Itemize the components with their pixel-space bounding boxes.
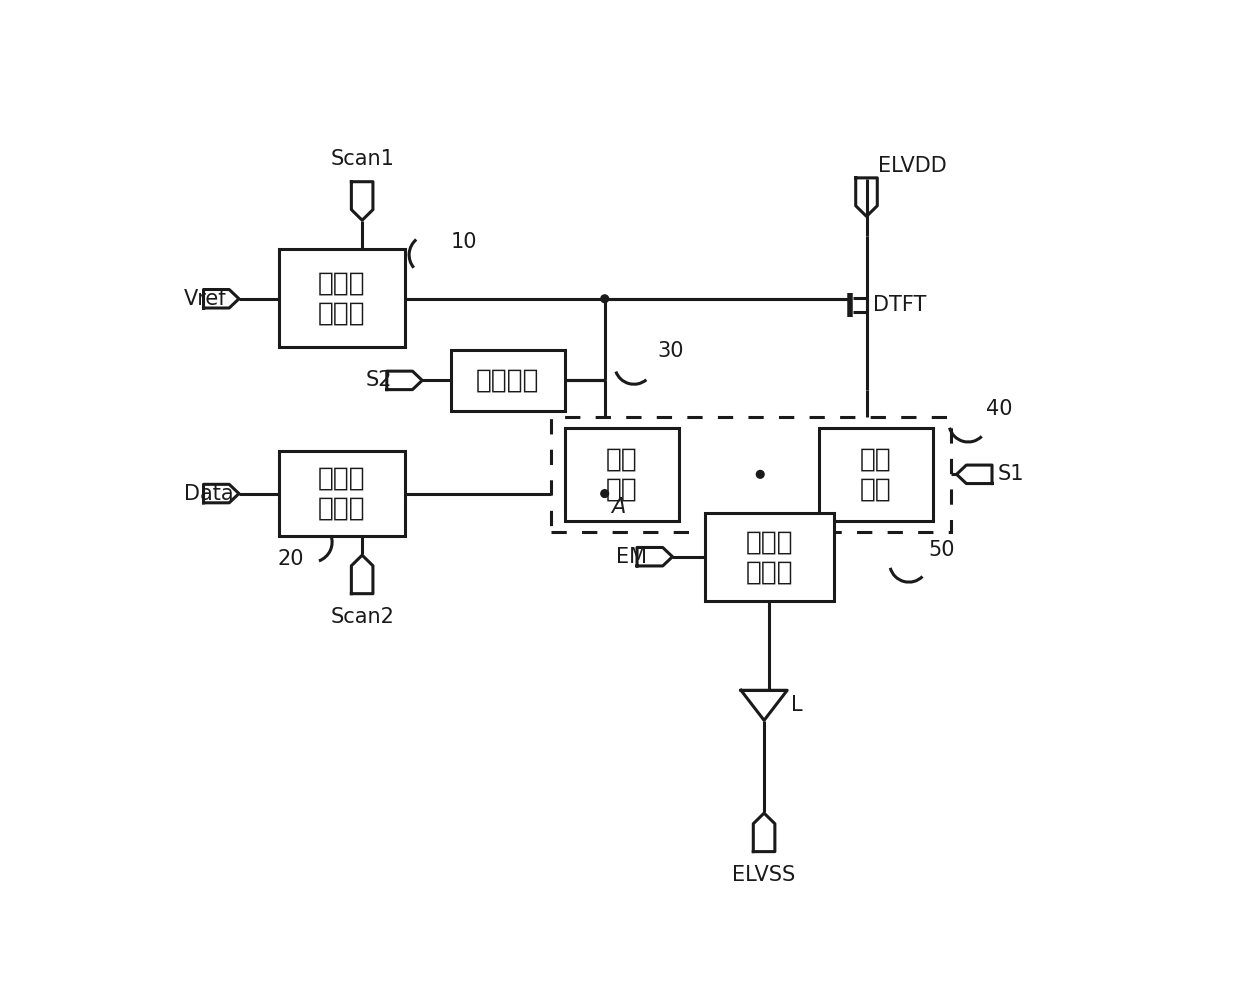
Text: 40: 40: [986, 398, 1012, 418]
Circle shape: [601, 489, 609, 497]
Bar: [564, 428, 678, 521]
Text: 30: 30: [657, 341, 683, 361]
Text: 发光控
制模块: 发光控 制模块: [745, 530, 794, 586]
Text: L: L: [791, 696, 802, 716]
Text: 20: 20: [278, 549, 304, 569]
Text: DTFT: DTFT: [873, 295, 926, 315]
Text: 补偿模块: 补偿模块: [476, 367, 539, 393]
Text: 电容
模块: 电容 模块: [859, 446, 892, 503]
Text: 电容
模块: 电容 模块: [606, 446, 637, 503]
Text: 10: 10: [450, 232, 477, 252]
Text: A: A: [611, 497, 625, 518]
Circle shape: [756, 470, 764, 478]
Bar: [704, 513, 835, 602]
Text: Scan2: Scan2: [330, 607, 394, 627]
Text: 50: 50: [928, 540, 955, 560]
Bar: [551, 416, 951, 533]
Bar: [450, 349, 564, 411]
Text: Data: Data: [185, 483, 234, 504]
Text: Vref: Vref: [185, 288, 227, 308]
Text: S2: S2: [366, 370, 393, 390]
Circle shape: [601, 295, 609, 302]
Bar: [279, 249, 404, 347]
Text: 数据输
入模块: 数据输 入模块: [317, 465, 366, 522]
Text: ELVSS: ELVSS: [733, 865, 796, 885]
Text: 信号输
入模块: 信号输 入模块: [317, 270, 366, 326]
Bar: [279, 451, 404, 536]
Text: Scan1: Scan1: [330, 148, 394, 168]
Text: S1: S1: [997, 464, 1024, 484]
Bar: [818, 428, 932, 521]
Text: ELVDD: ELVDD: [878, 156, 947, 176]
Text: EM: EM: [616, 547, 647, 567]
